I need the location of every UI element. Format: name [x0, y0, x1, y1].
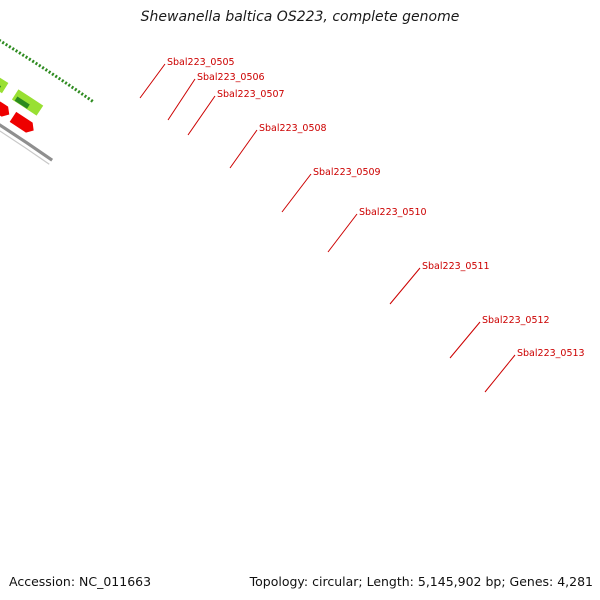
outer-tick-97: [31, 59, 35, 64]
reverse-cds-5: [0, 77, 9, 94]
outer-tick-90: [8, 45, 12, 49]
outer-tick-98: [34, 61, 39, 66]
gene-labels: Sbal223_0505 Sbal223_0506 Sbal223_0507 Sbal…: [167, 57, 585, 359]
outer-tick-115: [90, 98, 94, 103]
outer-tick-109: [70, 85, 75, 90]
gene-label-2: Sbal223_0507: [217, 89, 285, 100]
gene-label-8: Sbal223_0513: [517, 348, 585, 359]
leader-5: [327, 213, 358, 253]
outer-tick-106: [61, 79, 65, 83]
outer-tick-114: [87, 96, 91, 101]
outer-tick-113: [83, 94, 88, 99]
reverse-strand-track: [0, 77, 44, 116]
outer-tick-105: [57, 76, 62, 81]
leader-1: [167, 78, 196, 121]
topology-summary-text: Topology: circular; Length: 5,145,902 bp…: [249, 574, 593, 589]
reverse-cds-dark-3: [0, 85, 2, 89]
reverse-cds-dark-4: [14, 96, 30, 109]
forward-cds-14: [0, 101, 10, 117]
outer-tick-91: [11, 47, 15, 51]
outer-tick-ruler: [0, 39, 94, 103]
outer-tick-102: [47, 70, 52, 74]
genome-backbone: [0, 123, 54, 165]
outer-tick-112: [80, 92, 84, 96]
outer-tick-100: [41, 66, 45, 70]
outer-tick-93: [18, 51, 22, 55]
map-title: Shewanella baltica OS223, complete genom…: [140, 9, 460, 25]
outer-tick-96: [28, 57, 32, 62]
backbone-inner-line: [0, 130, 50, 165]
outer-tick-101: [44, 68, 48, 72]
forward-strand-track: [0, 101, 34, 133]
gene-label-leaders: [139, 63, 516, 393]
outer-tick-107: [64, 81, 68, 85]
gene-label-3: Sbal223_0508: [259, 123, 327, 134]
leader-6: [389, 267, 421, 305]
gene-label-0: Sbal223_0505: [167, 57, 235, 68]
leader-7: [449, 321, 481, 359]
leader-4: [281, 173, 312, 213]
outer-tick-92: [14, 49, 19, 53]
gene-label-5: Sbal223_0510: [359, 207, 427, 218]
leader-2: [187, 95, 216, 136]
outer-tick-111: [77, 90, 81, 94]
leader-0: [139, 63, 166, 99]
accession-text: Accession: NC_011663: [9, 574, 152, 589]
outer-tick-87: [0, 39, 2, 43]
gene-label-1: Sbal223_0506: [197, 72, 265, 83]
outer-tick-108: [67, 83, 71, 88]
backbone-outer-line: [0, 123, 54, 162]
leader-3: [229, 129, 258, 169]
outer-tick-94: [21, 53, 25, 57]
outer-tick-88: [1, 40, 5, 45]
gene-label-4: Sbal223_0509: [313, 167, 381, 178]
outer-tick-104: [54, 74, 58, 79]
outer-tick-99: [38, 63, 42, 68]
outer-tick-110: [74, 87, 78, 92]
outer-tick-95: [24, 55, 29, 60]
outer-tick-89: [4, 42, 9, 47]
gene-label-6: Sbal223_0511: [422, 261, 490, 272]
forward-cds-15: [9, 111, 34, 133]
outer-tick-103: [51, 72, 55, 77]
gene-label-7: Sbal223_0512: [482, 315, 550, 326]
reverse-cds-6: [11, 89, 44, 116]
leader-8: [484, 354, 516, 393]
